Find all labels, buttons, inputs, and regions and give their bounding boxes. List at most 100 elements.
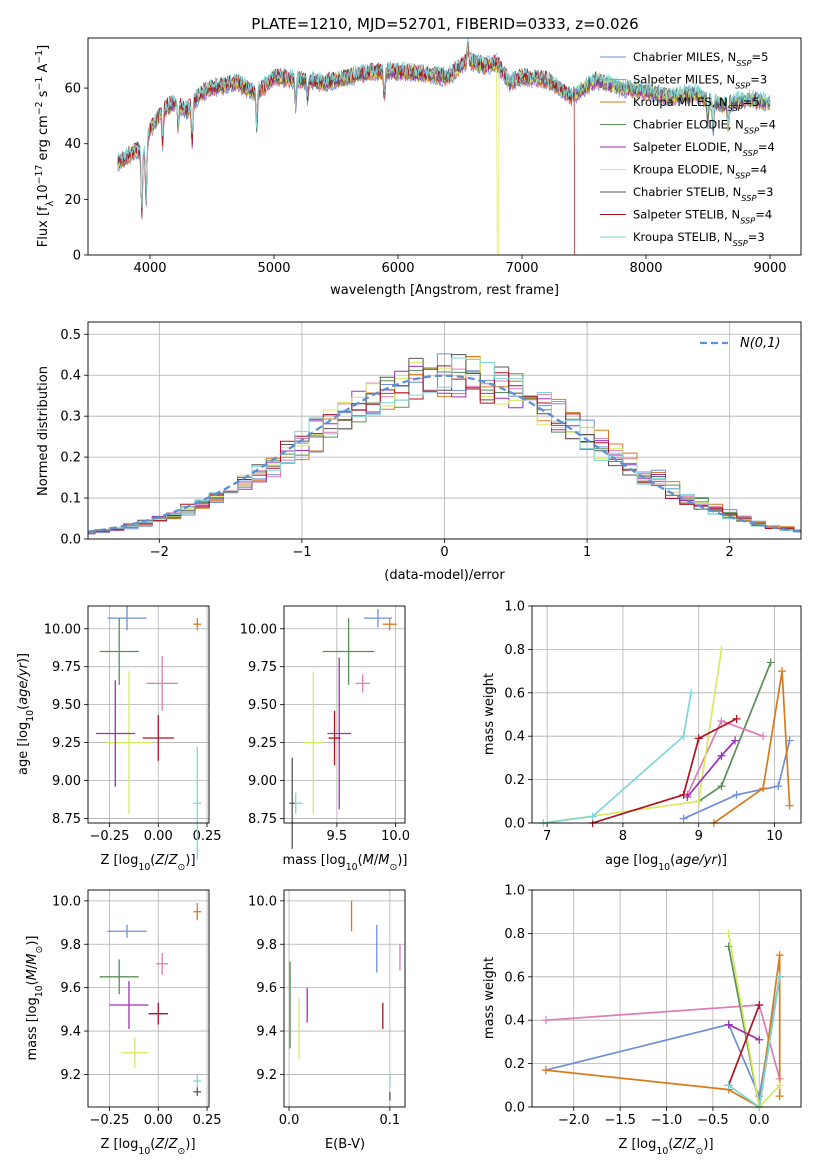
massweight_vs_age-point-marker — [732, 790, 741, 799]
mass_vs_Z-xtick-label: 0.25 — [193, 1113, 222, 1128]
massweight-vs-Z-ylabel: mass weight — [482, 957, 497, 1039]
massweight_vs_age-series-line — [683, 740, 791, 820]
age_vs_mass-frame — [283, 605, 406, 824]
residuals-histogram-step — [88, 367, 801, 535]
residuals-legend-label: N(0,1) — [740, 336, 781, 351]
residuals-xtick-label: 2 — [726, 545, 734, 560]
age_vs_Z-ytick-label: 9.50 — [52, 698, 81, 713]
massweight_vs_age-ytick-label: 0.6 — [504, 686, 525, 701]
massweight_vs_age-point-marker — [717, 645, 726, 654]
age_vs_Z-xtick-label: −0.25 — [90, 829, 130, 844]
age_vs_mass-xtick-label: 10.0 — [381, 829, 410, 844]
massweight_vs_age-point-marker — [694, 734, 703, 743]
age_vs_mass-ytick-label: 9.00 — [248, 774, 277, 789]
residuals-histogram-step — [88, 365, 801, 533]
residuals-histogram-step — [88, 354, 801, 533]
spectrum-xtick-label: 7000 — [505, 261, 538, 276]
massweight_vs_Z-series-line — [545, 976, 781, 1100]
spectrum-legend-label: Salpeter STELIB, NSSP=4 — [633, 208, 772, 226]
spectrum-legend-label: Chabrier STELIB, NSSP=3 — [633, 185, 773, 203]
age_vs_mass-xtick-label: 9.5 — [327, 829, 348, 844]
age-vs-mass-xlabel: mass [log10(M/M⊙)] — [283, 853, 408, 873]
massweight_vs_Z-point-marker — [775, 951, 784, 960]
age_vs_Z-ytick-label: 9.00 — [52, 774, 81, 789]
spectrum-legend-label: Kroupa MILES, NSSP=5 — [633, 95, 760, 113]
spectrum-xlabel: wavelength [Angstrom, rest frame] — [330, 283, 559, 298]
spectrum-frame — [87, 37, 802, 256]
age-vs-Z-ylabel: age [log10(age/yr)] — [16, 653, 36, 775]
age_vs_Z-xtick-label: 0.25 — [193, 829, 222, 844]
massweight_vs_age-point-marker — [778, 667, 787, 676]
massweight_vs_age-point-marker — [759, 732, 768, 741]
massweight_vs_age-xtick-label: 8 — [619, 829, 627, 844]
massweight_vs_age-ytick-label: 0.4 — [504, 730, 525, 745]
massweight-vs-Z-xlabel: Z [log10(Z/Z⊙)] — [618, 1137, 713, 1157]
massweight_vs_Z-ytick-label: 0.2 — [504, 1057, 525, 1072]
age_vs_Z-ytick-label: 8.75 — [52, 812, 81, 827]
massweight_vs_Z-xtick-label: 0.0 — [749, 1113, 770, 1128]
residuals-ytick-label: 0.1 — [60, 492, 81, 507]
figure-title: PLATE=1210, MJD=52701, FIBERID=0333, z=0… — [251, 15, 638, 33]
massweight-vs-age-ylabel: mass weight — [482, 673, 497, 755]
massweight_vs_age-xtick-label: 7 — [543, 829, 551, 844]
massweight_vs_Z-ytick-label: 1.0 — [504, 884, 525, 899]
spectrum-xtick-label: 4000 — [133, 261, 166, 276]
plot-layer: 4000 5000 6000 7000 8000 90000204060wavelengt… — [16, 37, 802, 1157]
mass_vs_EBV-xtick-label: 0.0 — [279, 1113, 300, 1128]
age_vs_mass-ytick-label: 10.00 — [240, 622, 277, 637]
mass_vs_EBV-ytick-label: 10.0 — [248, 894, 277, 909]
massweight_vs_age-point-marker — [679, 732, 688, 741]
residuals-ytick-label: 0.2 — [60, 451, 81, 466]
massweight_vs_age-point-marker — [785, 736, 794, 745]
spectrum-legend-label: Chabrier ELODIE, NSSP=4 — [633, 118, 776, 136]
spectrum-lines — [117, 38, 771, 255]
spectrum-xtick-label: 8000 — [629, 261, 662, 276]
residuals-ytick-label: 0.3 — [60, 410, 81, 425]
spectrum-series-line — [117, 41, 576, 255]
mass-vs-Z-ylabel: mass [log10(M/M⊙)] — [25, 936, 45, 1061]
massweight_vs_age-point-marker — [774, 782, 783, 791]
residuals-ylabel: Normed distribution — [36, 366, 51, 496]
age_vs_Z-xtick-label: 0.00 — [144, 829, 173, 844]
massweight-vs-age-xlabel: age [log10(age/yr)] — [605, 853, 727, 873]
spectrum-series-line — [117, 38, 771, 208]
mass_vs_EBV-ytick-label: 9.6 — [256, 981, 277, 996]
massweight_vs_Z-point-marker — [775, 1092, 784, 1101]
spectrum-series-line — [117, 44, 771, 215]
mass-vs-EBV-xlabel: E(B-V) — [325, 1137, 365, 1152]
age_vs_Z-ytick-label: 9.75 — [52, 660, 81, 675]
residuals-ytick-label: 0.4 — [60, 369, 81, 384]
spectrum-xtick-label: 6000 — [381, 261, 414, 276]
massweight_vs_age-point-marker — [717, 782, 726, 791]
massweight_vs_age-series-line — [543, 692, 692, 824]
spectrum-legend-label: Salpeter MILES, NSSP=3 — [633, 73, 767, 91]
residuals-xtick-label: 0 — [440, 545, 448, 560]
age_vs_Z-ytick-label: 10.00 — [44, 622, 81, 637]
spectrum-legend-label: Chabrier MILES, NSSP=5 — [633, 50, 768, 68]
mass_vs_Z-ytick-label: 9.2 — [60, 1068, 81, 1083]
massweight_vs_Z-xtick-label: −1.5 — [604, 1113, 636, 1128]
spectrum-legend-label: Salpeter ELODIE, NSSP=4 — [633, 140, 775, 158]
massweight_vs_Z-xtick-label: −2.0 — [558, 1113, 590, 1128]
spectrum-xtick-label: 5000 — [257, 261, 290, 276]
spectrum-ytick-label: 60 — [64, 82, 81, 97]
massweight_vs_Z-point-marker — [755, 1001, 764, 1010]
massweight_vs_Z-ytick-label: 0.6 — [504, 970, 525, 985]
massweight_vs_age-point-marker — [731, 736, 740, 745]
massweight_vs_age-ytick-label: 1.0 — [504, 600, 525, 615]
mass_vs_EBV-frame — [283, 889, 406, 1108]
massweight_vs_Z-point-marker — [541, 1016, 550, 1025]
massweight_vs_Z-ytick-label: 0.4 — [504, 1014, 525, 1029]
spectrum-legend-label: Kroupa ELODIE, NSSP=4 — [633, 163, 767, 181]
mass_vs_EBV-ytick-label: 9.2 — [256, 1068, 277, 1083]
residuals-ytick-label: 0.5 — [60, 328, 81, 343]
massweight_vs_age-series-line — [713, 670, 791, 824]
spectrum-ytick-label: 20 — [64, 193, 81, 208]
massweight_vs_age-xtick-label: 10 — [766, 829, 783, 844]
massweight_vs_age-xtick-label: 9 — [695, 829, 703, 844]
mass_vs_EBV-xtick-label: 0.1 — [380, 1113, 401, 1128]
massweight_vs_age-point-marker — [679, 814, 688, 823]
spectrum-ylabel: Flux [fλ10−17 erg cm−2 s−1 A−1] — [34, 45, 56, 247]
massweight_vs_Z-xtick-label: −0.5 — [697, 1113, 729, 1128]
